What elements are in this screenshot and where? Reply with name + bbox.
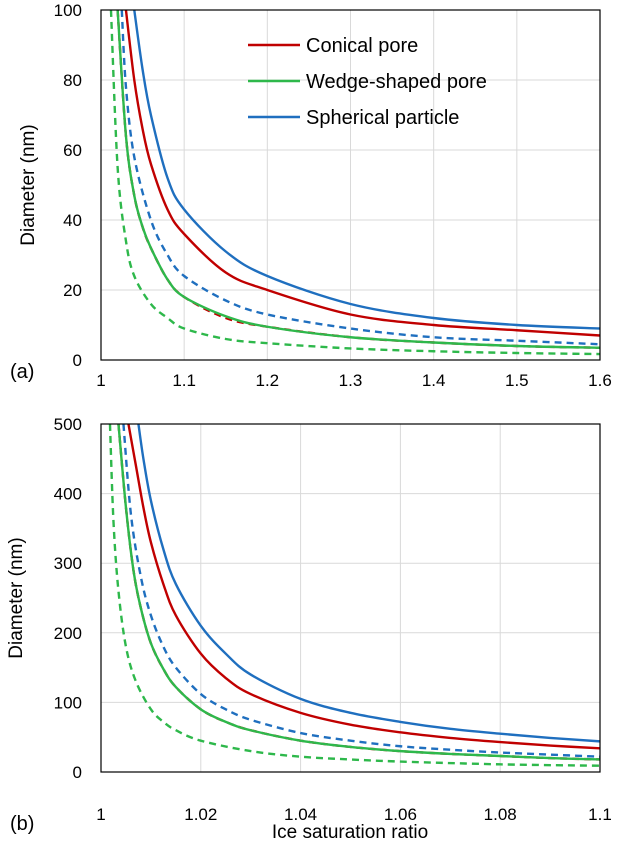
y-tick-label: 80 <box>63 71 82 90</box>
y-tick-label: 60 <box>63 141 82 160</box>
y-tick-label: 500 <box>54 415 82 434</box>
x-tick-label: 1.1 <box>172 371 196 390</box>
x-tick-label: 1 <box>96 371 105 390</box>
series-line-spherical-dashed <box>120 10 600 346</box>
xticks-a: 1 1.1 1.2 1.3 1.4 1.5 1.6 <box>96 371 612 390</box>
series-line-spherical-solid <box>137 424 600 743</box>
panel-a: 1 1.1 1.2 1.3 1.4 1.5 1.6 0 20 40 60 80 100 Diamete… <box>10 1 612 390</box>
y-tick-label: 200 <box>54 624 82 643</box>
y-tick-label: 300 <box>54 554 82 573</box>
ylabel-a: Diameter (nm) <box>18 124 39 245</box>
series-line-conical-solid <box>124 10 600 337</box>
x-tick-label: 1.3 <box>339 371 363 390</box>
grid-b <box>101 424 600 772</box>
series-b <box>108 424 600 767</box>
series-line-conical-dashed <box>117 424 600 761</box>
yticks-b: 0 100 200 300 400 500 <box>54 415 82 782</box>
series-line-conical-solid <box>127 424 600 750</box>
y-tick-label: 0 <box>73 763 82 782</box>
x-tick-label: 1.5 <box>505 371 529 390</box>
y-tick-label: 400 <box>54 485 82 504</box>
series-line-spherical-solid <box>133 10 600 330</box>
panel-label-a: (a) <box>10 361 34 383</box>
y-tick-label: 0 <box>73 351 82 370</box>
x-tick-label: 1.02 <box>184 805 217 824</box>
grid-a <box>101 10 600 360</box>
plot-frame-b <box>100 423 601 773</box>
series-a <box>109 10 600 356</box>
series-line-wedge-dashed <box>109 10 600 356</box>
series-line-conical-dashed <box>116 10 600 349</box>
xlabel-b: Ice saturation ratio <box>272 822 428 843</box>
y-tick-label: 20 <box>63 281 82 300</box>
panel-b: 1 1.02 1.04 1.06 1.08 1.1 0 100 200 300 400 500 Di… <box>6 415 612 843</box>
y-tick-label: 100 <box>54 693 82 712</box>
series-line-spherical-dashed <box>122 424 600 758</box>
legend-label-wedge: Wedge-shaped pore <box>306 71 487 93</box>
x-tick-label: 1.04 <box>284 805 317 824</box>
x-tick-label: 1.2 <box>256 371 280 390</box>
x-tick-label: 1.1 <box>588 805 612 824</box>
y-tick-label: 40 <box>63 211 82 230</box>
legend-label-spherical: Spherical particle <box>306 107 459 129</box>
x-tick-label: 1.6 <box>588 371 612 390</box>
series-line-wedge-solid <box>116 10 600 349</box>
panel-label-b: (b) <box>10 813 34 835</box>
x-tick-label: 1.4 <box>422 371 446 390</box>
series-line-wedge-solid <box>117 424 600 761</box>
y-tick-label: 100 <box>54 1 82 20</box>
legend: Conical pore Wedge-shaped pore Spherical… <box>248 35 487 129</box>
ylabel-b: Diameter (nm) <box>6 537 27 658</box>
yticks-a: 0 20 40 60 80 100 <box>54 1 82 370</box>
xticks-b: 1 1.02 1.04 1.06 1.08 1.1 <box>96 805 612 824</box>
x-tick-label: 1 <box>96 805 105 824</box>
legend-label-conical: Conical pore <box>306 35 418 57</box>
plot-frame-a <box>100 9 601 361</box>
series-line-wedge-dashed <box>108 424 600 767</box>
x-tick-label: 1.06 <box>384 805 417 824</box>
x-tick-label: 1.08 <box>484 805 517 824</box>
